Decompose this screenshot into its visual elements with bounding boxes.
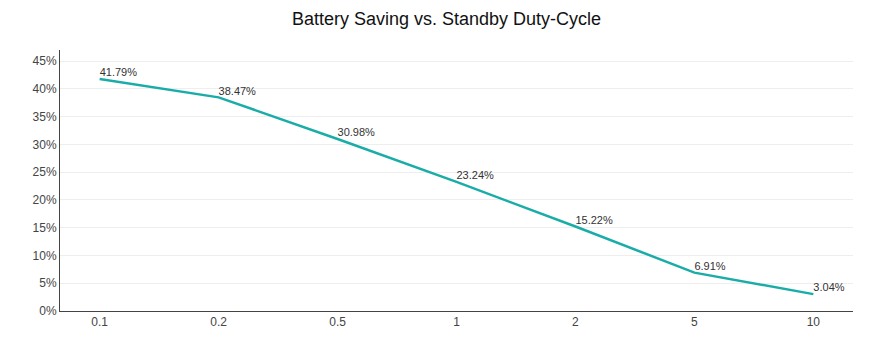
svg-text:0.1: 0.1 bbox=[91, 315, 108, 329]
svg-text:Battery Saving vs. Standby Dut: Battery Saving vs. Standby Duty-Cycle bbox=[292, 9, 601, 29]
svg-text:10: 10 bbox=[807, 315, 821, 329]
svg-text:30.98%: 30.98% bbox=[338, 126, 376, 138]
svg-text:15.22%: 15.22% bbox=[575, 214, 613, 226]
svg-text:30%: 30% bbox=[33, 138, 57, 152]
svg-text:10%: 10% bbox=[33, 249, 57, 263]
svg-text:41.79%: 41.79% bbox=[100, 66, 138, 78]
svg-text:0.2: 0.2 bbox=[210, 315, 227, 329]
svg-text:5%: 5% bbox=[39, 276, 57, 290]
svg-text:1: 1 bbox=[453, 315, 460, 329]
svg-text:0.5: 0.5 bbox=[329, 315, 346, 329]
svg-text:15%: 15% bbox=[33, 221, 57, 235]
svg-text:35%: 35% bbox=[33, 110, 57, 124]
svg-text:20%: 20% bbox=[33, 193, 57, 207]
svg-text:5: 5 bbox=[691, 315, 698, 329]
svg-text:38.47%: 38.47% bbox=[219, 85, 257, 97]
svg-text:0%: 0% bbox=[39, 304, 57, 318]
svg-text:3.04%: 3.04% bbox=[813, 281, 844, 293]
svg-text:6.91%: 6.91% bbox=[694, 260, 725, 272]
svg-text:23.24%: 23.24% bbox=[457, 169, 495, 181]
svg-text:45%: 45% bbox=[33, 54, 57, 68]
svg-text:25%: 25% bbox=[33, 165, 57, 179]
svg-text:40%: 40% bbox=[33, 82, 57, 96]
svg-text:2: 2 bbox=[572, 315, 579, 329]
